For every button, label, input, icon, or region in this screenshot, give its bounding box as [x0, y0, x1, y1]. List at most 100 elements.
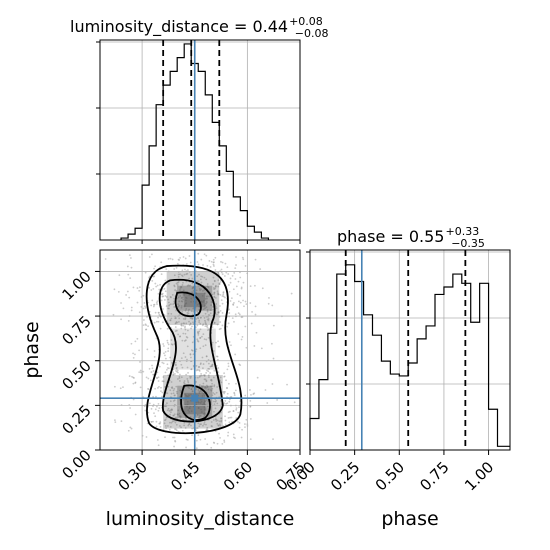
scatter-point	[179, 256, 181, 259]
scatter-point	[200, 288, 202, 291]
scatter-point	[114, 419, 116, 422]
scatter-point	[151, 279, 154, 282]
scatter-point	[211, 326, 214, 328]
scatter-point	[190, 274, 193, 276]
scatter-point	[157, 444, 160, 447]
scatter-point	[127, 429, 130, 432]
scatter-point	[158, 288, 161, 291]
scatter-point	[183, 421, 186, 424]
scatter-point	[149, 402, 151, 405]
scatter-point	[217, 340, 219, 343]
scatter-point	[167, 407, 170, 410]
scatter-point	[200, 423, 203, 426]
scatter-point	[202, 424, 204, 427]
scatter-point	[128, 375, 131, 377]
scatter-point	[243, 305, 245, 308]
scatter-point	[219, 376, 222, 379]
scatter-point	[157, 311, 160, 314]
scatter-point	[245, 418, 248, 421]
scatter-point	[188, 407, 191, 409]
scatter-point	[215, 391, 218, 394]
scatter-point	[156, 387, 159, 389]
scatter-point	[156, 371, 159, 374]
scatter-point	[234, 267, 237, 270]
scatter-point	[114, 421, 117, 424]
scatter-point	[183, 424, 186, 427]
scatter-point	[217, 272, 220, 274]
scatter-point	[250, 322, 253, 325]
scatter-point	[215, 303, 218, 305]
scatter-point	[213, 321, 216, 324]
scatter-point	[164, 436, 166, 439]
scatter-point	[210, 301, 213, 303]
scatter-point	[234, 313, 237, 316]
luminosity-distance-lower-error: −0.08	[295, 27, 329, 40]
scatter-point	[207, 314, 210, 316]
scatter-point	[176, 369, 179, 372]
scatter-point	[166, 339, 169, 342]
scatter-point	[157, 316, 159, 319]
scatter-point	[183, 380, 186, 382]
scatter-point	[205, 301, 208, 304]
scatter-point	[222, 293, 225, 296]
scatter-point	[242, 258, 245, 261]
scatter-point	[136, 287, 139, 289]
scatter-point	[181, 300, 184, 303]
scatter-point	[188, 294, 191, 296]
scatter-point	[191, 349, 194, 352]
scatter-point	[207, 362, 210, 365]
scatter-point	[230, 344, 232, 347]
scatter-point	[130, 427, 133, 430]
scatter-point	[113, 288, 116, 291]
scatter-point	[210, 260, 213, 263]
scatter-point	[197, 332, 200, 335]
scatter-point	[191, 427, 194, 430]
scatter-point	[157, 376, 160, 379]
scatter-point	[144, 323, 147, 326]
density-block	[170, 328, 216, 370]
scatter-point	[240, 286, 243, 289]
scatter-point	[198, 330, 201, 333]
scatter-point	[217, 285, 220, 288]
scatter-point	[204, 438, 207, 440]
scatter-point	[185, 419, 188, 421]
scatter-point	[145, 436, 148, 438]
scatter-point	[254, 284, 256, 287]
scatter-point	[138, 349, 140, 352]
scatter-point	[224, 423, 227, 426]
scatter-point	[195, 292, 198, 295]
scatter-point	[213, 393, 216, 395]
scatter-point	[210, 304, 213, 307]
scatter-point	[181, 310, 184, 313]
scatter-point	[212, 419, 215, 421]
scatter-point	[167, 343, 170, 346]
scatter-point	[130, 309, 133, 312]
scatter-point	[213, 442, 216, 444]
scatter-point	[229, 277, 232, 280]
scatter-point	[183, 340, 186, 342]
scatter-point	[197, 389, 200, 392]
scatter-point	[219, 436, 221, 439]
scatter-point	[170, 392, 173, 395]
scatter-point	[147, 325, 149, 328]
scatter-point	[186, 405, 188, 408]
scatter-point	[214, 256, 217, 259]
scatter-point	[224, 296, 226, 299]
scatter-point	[150, 304, 153, 307]
phase-histogram-line	[309, 264, 510, 450]
scatter-point	[197, 263, 200, 266]
scatter-point	[154, 282, 157, 285]
scatter-point	[153, 350, 156, 352]
scatter-point	[237, 300, 240, 303]
scatter-point	[118, 274, 121, 277]
scatter-point	[165, 268, 168, 271]
scatter-point	[139, 361, 141, 363]
scatter-point	[203, 421, 206, 424]
scatter-point	[212, 283, 215, 285]
scatter-point	[154, 387, 157, 390]
scatter-point	[167, 301, 170, 304]
scatter-point	[153, 412, 155, 415]
scatter-point	[237, 333, 240, 335]
scatter-point	[180, 322, 183, 325]
scatter-point	[244, 300, 247, 303]
